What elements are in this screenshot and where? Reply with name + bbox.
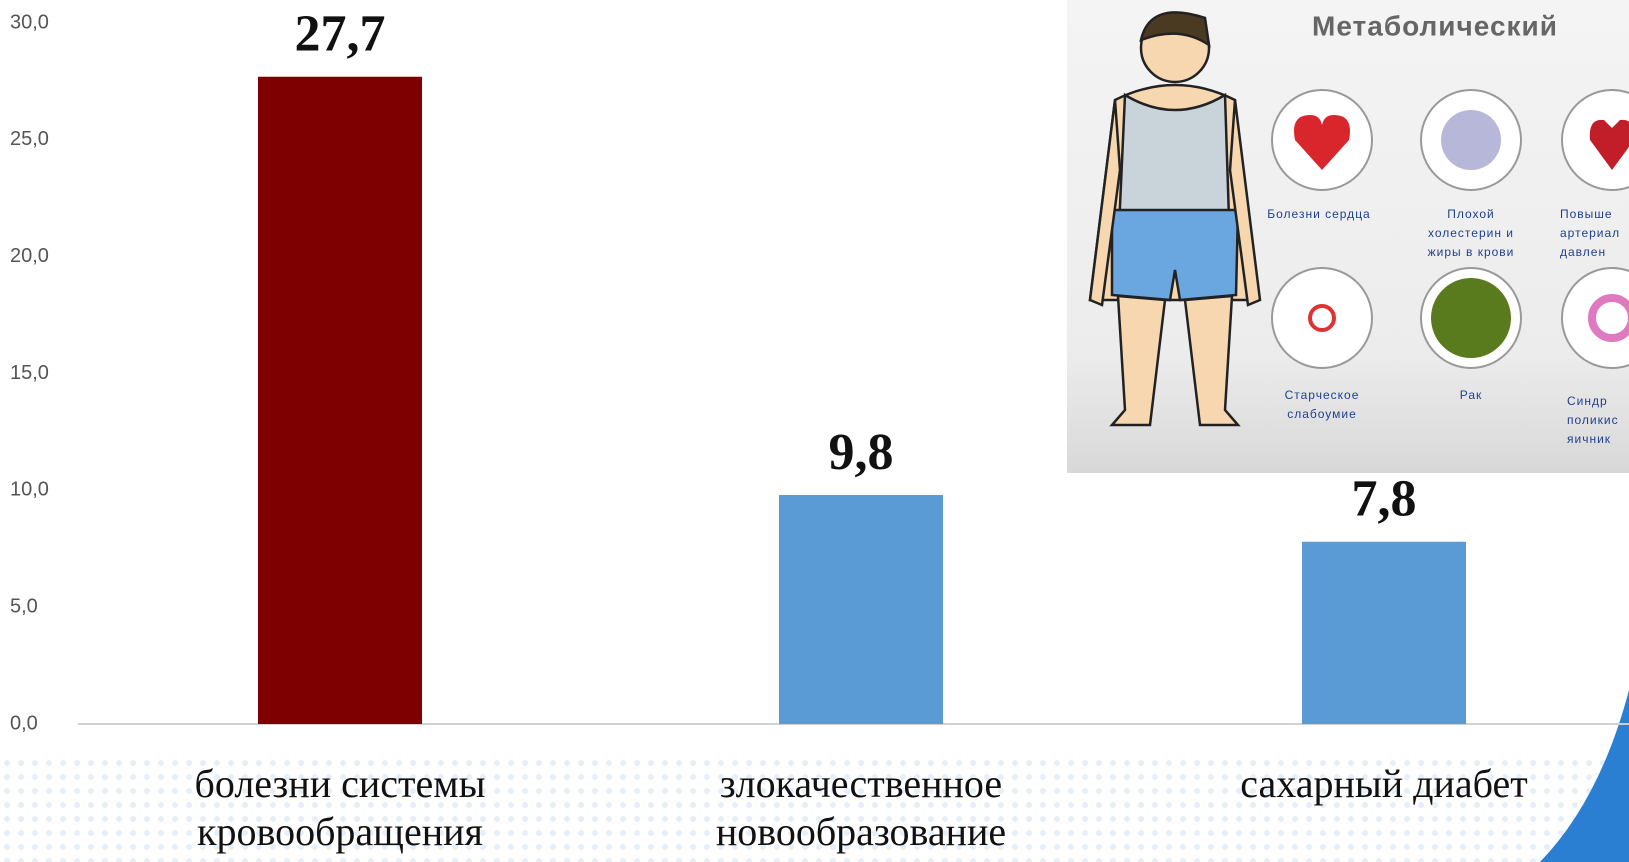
bar bbox=[779, 495, 943, 724]
bar bbox=[1302, 542, 1466, 724]
y-tick-label: 20,0 bbox=[10, 245, 49, 267]
y-tick-label: 30,0 bbox=[10, 11, 49, 33]
y-tick-label: 5,0 bbox=[10, 595, 38, 617]
y-tick-label: 25,0 bbox=[10, 128, 49, 150]
y-tick-label: 0,0 bbox=[10, 712, 38, 734]
icon-label: Плохой холестерин и жиры в крови bbox=[1411, 205, 1531, 262]
chart: 0,0 5,0 10,0 15,0 20,0 25,0 30,0 27,7 9,8 7,8 Мет… bbox=[0, 0, 1629, 862]
icon-label: Синдр поликис яичник bbox=[1567, 392, 1629, 449]
y-tick-label: 10,0 bbox=[10, 479, 49, 501]
inset-title: Метаболический bbox=[1312, 10, 1558, 41]
y-tick-label: 15,0 bbox=[10, 362, 49, 384]
icon-label: Рак bbox=[1411, 386, 1531, 405]
x-tick-label: злокачественное новообразование bbox=[651, 760, 1071, 856]
value-label: 27,7 bbox=[295, 6, 386, 63]
icon-label: Повыше артериал давлен bbox=[1560, 205, 1629, 262]
value-label: 9,8 bbox=[829, 424, 894, 481]
x-tick-label: болезни системы кровообращения bbox=[130, 760, 550, 856]
bar bbox=[258, 77, 422, 724]
icon-label: Старческое слабоумие bbox=[1262, 386, 1382, 424]
page: 0,0 5,0 10,0 15,0 20,0 25,0 30,0 27,7 9,8 7,8 Мет… bbox=[0, 0, 1629, 862]
value-label: 7,8 bbox=[1352, 471, 1417, 528]
icon-label: Болезни сердца bbox=[1259, 205, 1379, 224]
x-tick-label: сахарный диабет bbox=[1174, 760, 1594, 808]
